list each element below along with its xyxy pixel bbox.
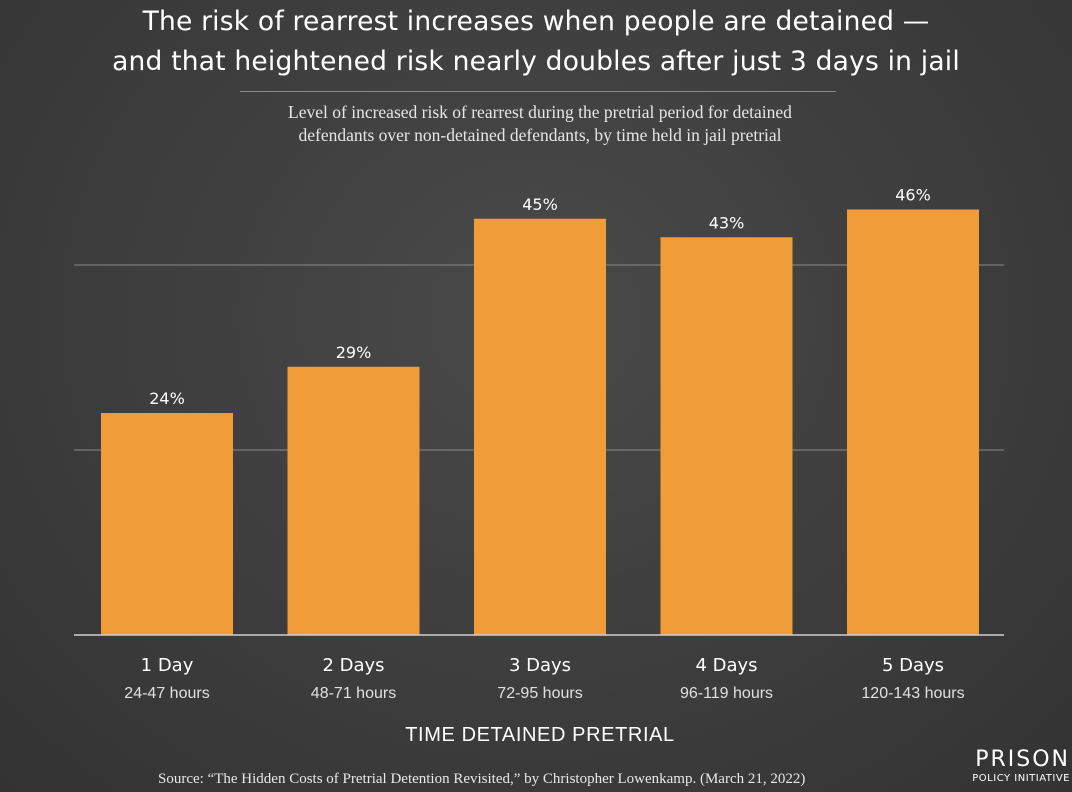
x-tick-sublabel-1: 24-47 hours (124, 685, 209, 702)
chart-title-line-1: The risk of rearrest increases when peop… (142, 6, 930, 37)
x-tick-label-3: 3 Days (509, 655, 571, 676)
x-tick-sublabel-3: 72-95 hours (497, 685, 582, 702)
x-axis-title: TIME DETAINED PRETRIAL (405, 724, 675, 746)
x-tick-sublabel-4: 96-119 hours (680, 685, 773, 702)
bar-value-label-2: 29% (336, 343, 372, 362)
bar-1 (101, 413, 233, 635)
bar-5 (847, 209, 979, 635)
x-tick-label-1: 1 Day (141, 655, 194, 676)
bar-value-label-3: 45% (522, 195, 558, 214)
chart-title-line-2: and that heightened risk nearly doubles … (112, 46, 960, 77)
logo-text-policy-initiative: POLICY INITIATIVE (972, 773, 1070, 784)
chart-subtitle-line-1: Level of increased risk of rearrest duri… (288, 102, 792, 122)
logo-text-prison: PRISON (975, 747, 1070, 772)
x-tick-label-5: 5 Days (882, 655, 944, 676)
x-tick-label-2: 2 Days (322, 655, 384, 676)
title-divider (240, 91, 836, 92)
bar-value-label-4: 43% (709, 213, 745, 232)
x-tick-label-4: 4 Days (695, 655, 757, 676)
bar-3 (474, 218, 606, 635)
bar-value-label-5: 46% (895, 186, 931, 205)
source-note: Source: “The Hidden Costs of Pretrial De… (158, 771, 806, 787)
chart-subtitle: Level of increased risk of rearrest duri… (0, 101, 1072, 147)
x-tick-sublabel-5: 120-143 hours (861, 685, 964, 702)
chart-title: The risk of rearrest increases when peop… (0, 2, 1072, 82)
bar-value-label-1: 24% (149, 389, 185, 408)
x-tick-sublabel-2: 48-71 hours (311, 685, 396, 702)
bar-4 (660, 237, 793, 635)
bar-2 (287, 366, 420, 635)
chart-subtitle-line-2: defendants over non-detained defendants,… (298, 125, 782, 145)
prison-policy-initiative-logo: PRISON POLICY INITIATIVE (972, 748, 1070, 786)
